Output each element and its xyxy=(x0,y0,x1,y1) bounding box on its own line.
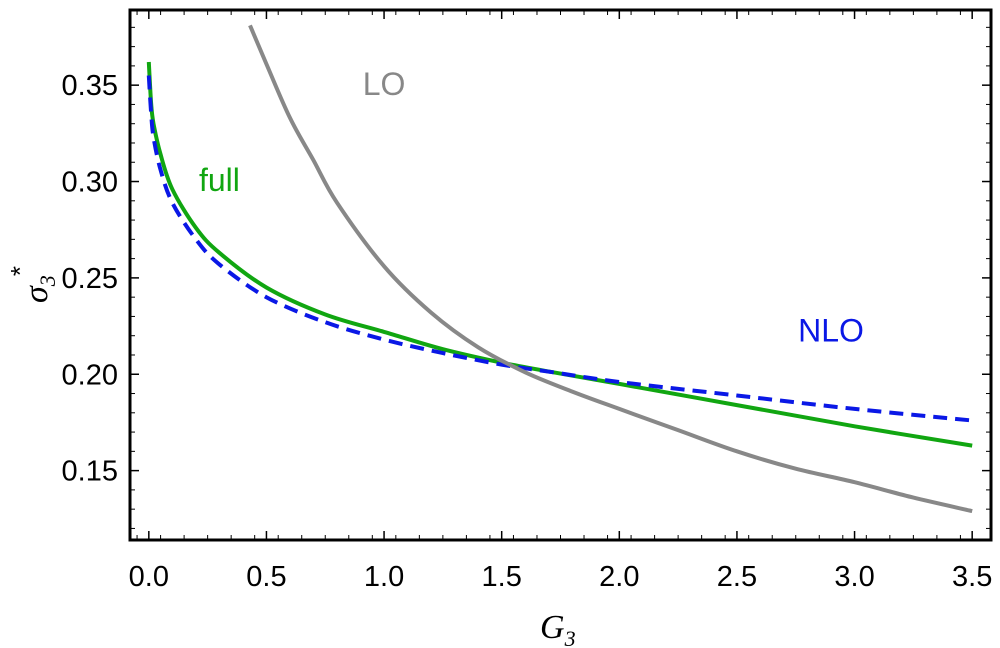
series-line-full xyxy=(146,61,973,448)
x-tick-label: 3.0 xyxy=(834,561,874,593)
y-tick-label: 0.35 xyxy=(62,70,118,102)
plot-frame xyxy=(128,8,993,542)
curve-label-lo: LO xyxy=(363,66,406,102)
x-axis-title: G3 xyxy=(540,609,576,648)
x-tick-label: 3.5 xyxy=(952,561,992,593)
series-line-lo xyxy=(248,24,973,514)
curves xyxy=(146,24,973,514)
y-tick-label: 0.30 xyxy=(62,167,118,199)
x-tick-label: 2.0 xyxy=(599,561,639,593)
x-tick-label: 2.5 xyxy=(717,561,757,593)
curve-label-full: full xyxy=(199,162,240,198)
x-tick-label: 0.0 xyxy=(129,561,169,593)
x-tick-label: 1.0 xyxy=(364,561,404,593)
curve-labels: LO full NLO xyxy=(199,66,864,349)
y-axis-title: σ3* xyxy=(5,266,60,303)
y-tick-label: 0.15 xyxy=(62,456,118,488)
x-tick-label: 0.5 xyxy=(246,561,286,593)
x-tick-label: 1.5 xyxy=(482,561,522,593)
y-tick-label: 0.20 xyxy=(62,359,118,391)
ticks: 0.0 0.5 1.0 1.5 2.0 2.5 3.0 3.5 0.15 0.20 0.25 0.30… xyxy=(62,10,992,593)
y-tick-label: 0.25 xyxy=(62,263,118,295)
curve-label-nlo: NLO xyxy=(798,312,864,348)
series-line-nlo xyxy=(146,75,973,423)
